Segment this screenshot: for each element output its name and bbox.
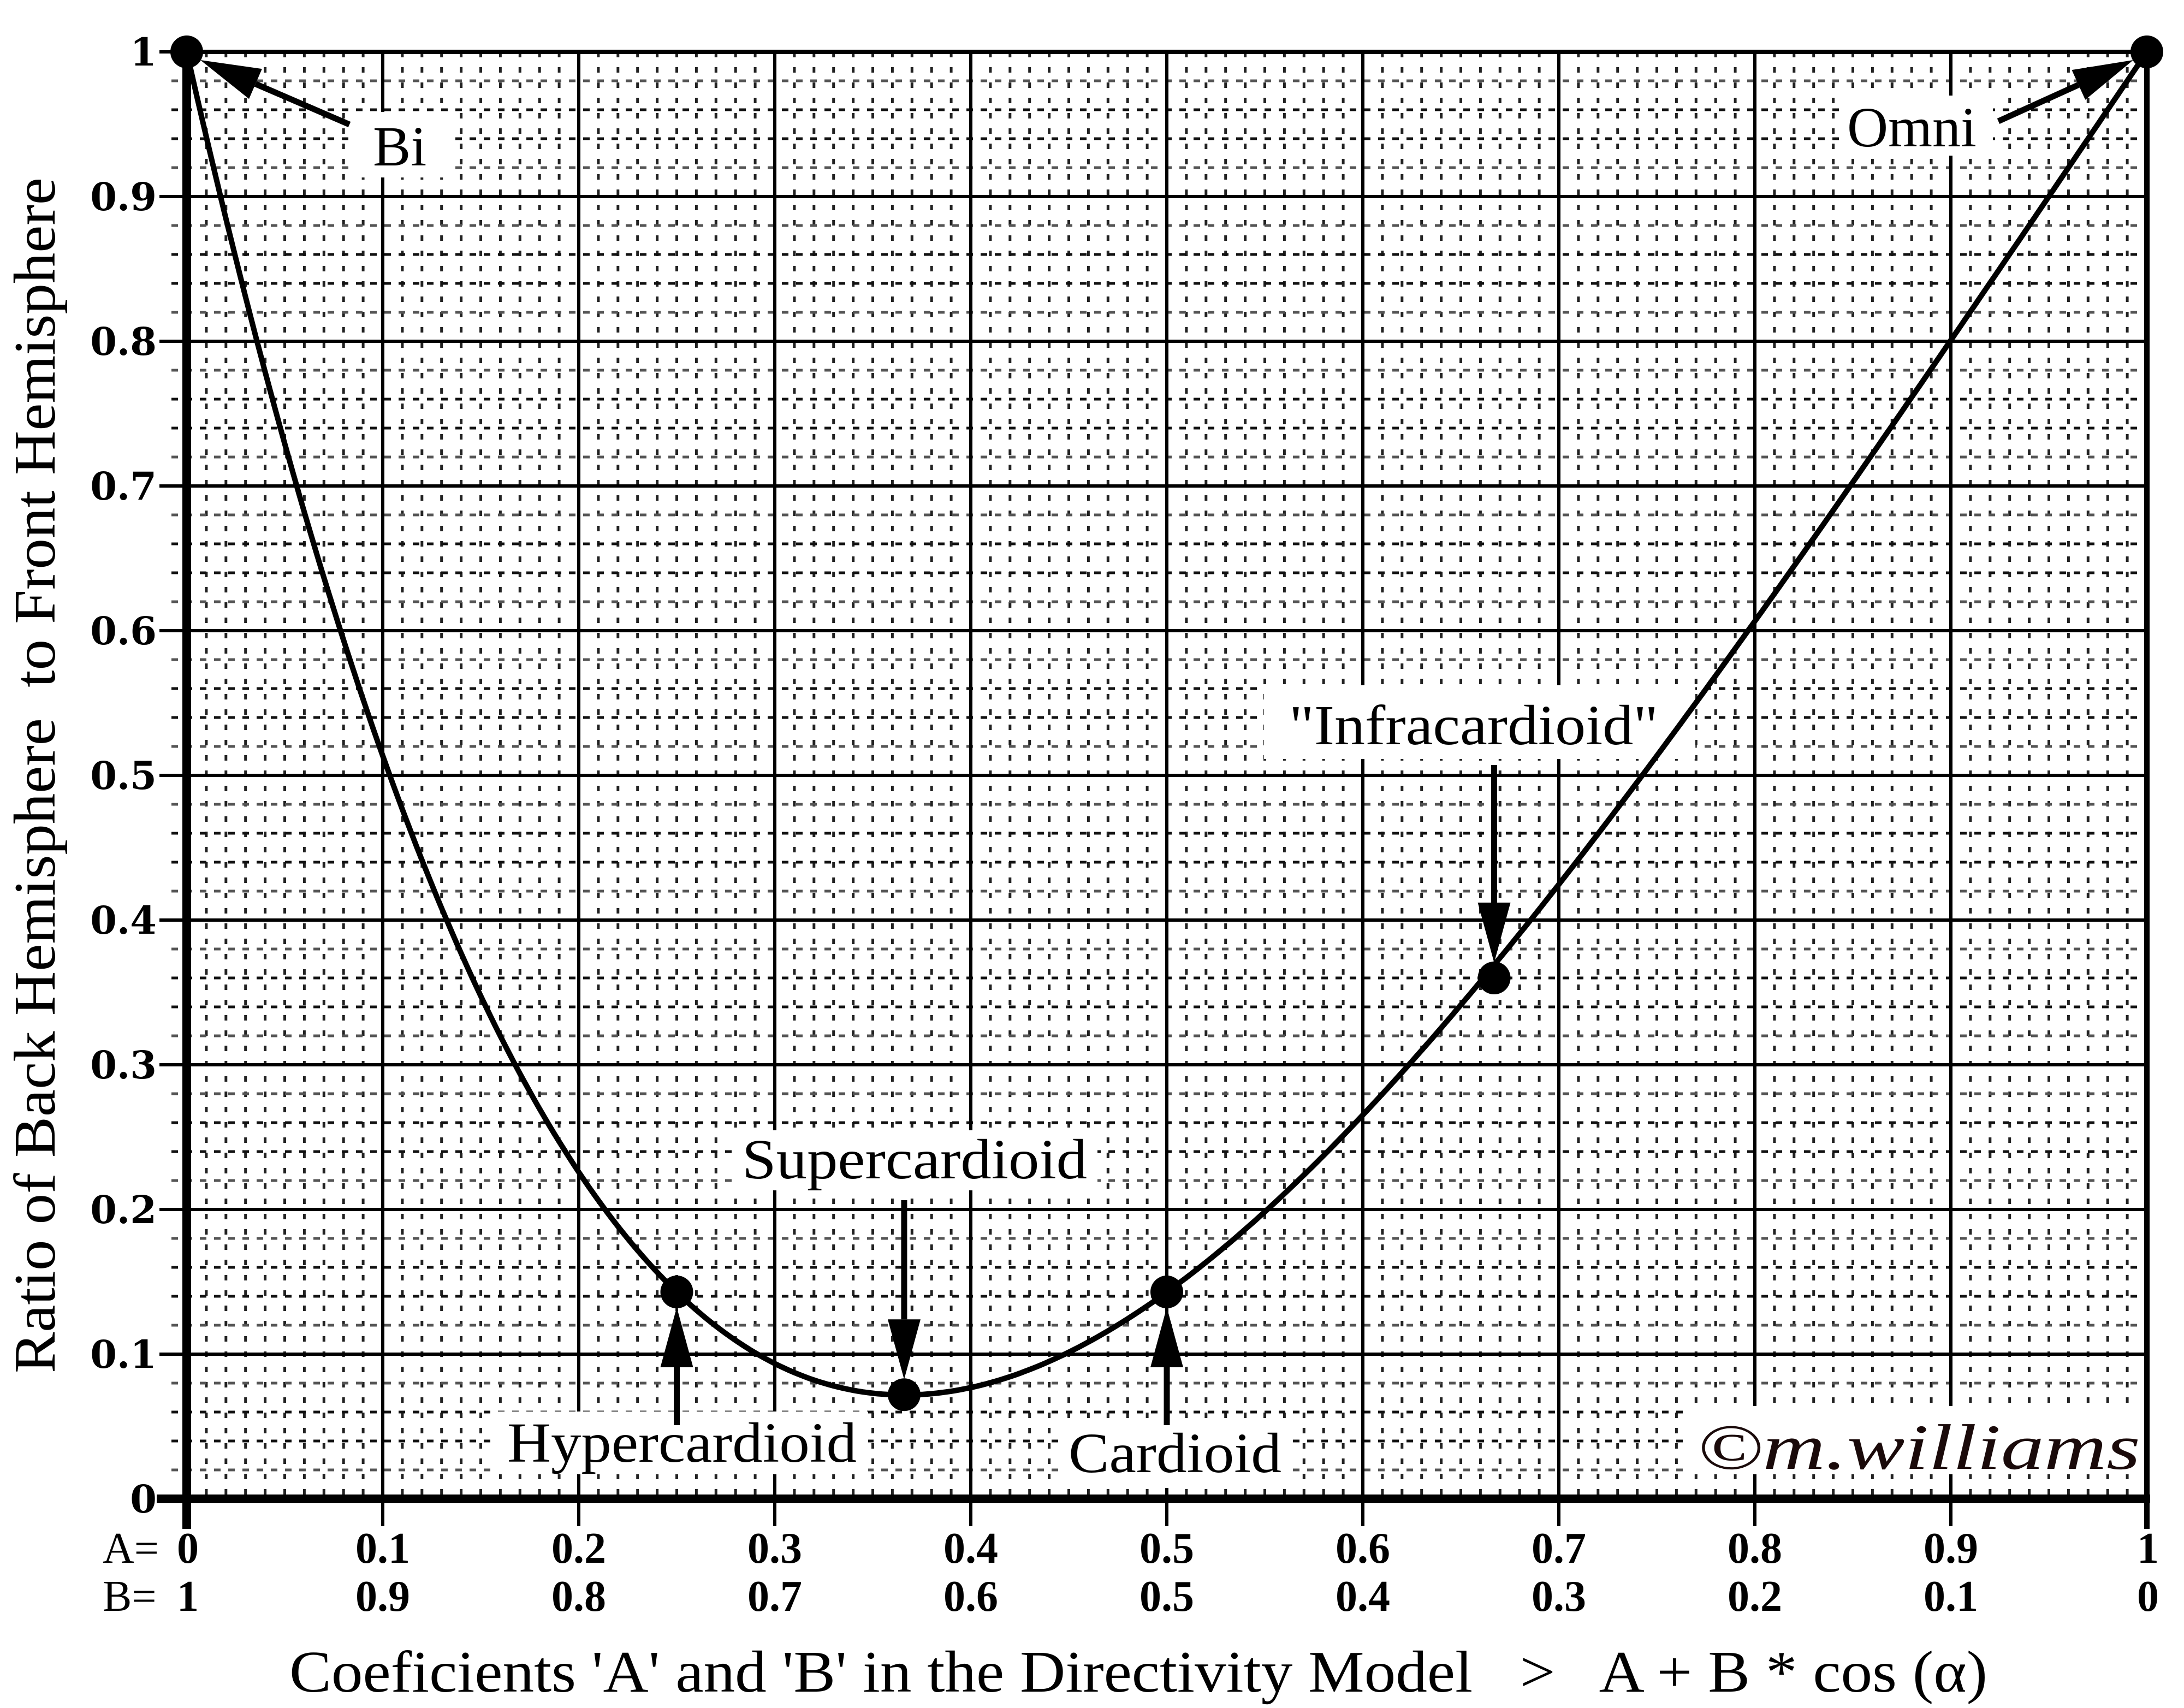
x-tick-label-a: 0.3 <box>747 1525 802 1573</box>
annotation-label-infracardioid: "Infracardioid" <box>1289 694 1658 757</box>
label-box-hypercardioid <box>497 1412 868 1474</box>
arrow-head <box>2072 60 2133 100</box>
y-tick-label: 0.3 <box>90 1042 157 1088</box>
copyright-watermark: ©m.williams <box>1697 1412 2140 1483</box>
y-tick-label: 0.4 <box>90 898 157 943</box>
label-box-omni <box>1840 96 1993 156</box>
x-tick-label-b: 0.8 <box>551 1573 606 1621</box>
y-tick-label: 1 <box>130 29 157 75</box>
x-axis-title: Coeficients 'A' and 'B' in the Directivi… <box>289 1640 1987 1705</box>
arrow-head <box>1477 903 1511 963</box>
x-tick-label-b: 0.7 <box>747 1573 802 1621</box>
annotation-label-omni: Omni <box>1847 96 1977 159</box>
y-tick-label: 0.6 <box>90 608 157 654</box>
annotation-arrows <box>200 60 2133 1425</box>
x-tick-label-a: 0 <box>177 1525 199 1573</box>
annotation-label-hypercardioid: Hypercardioid <box>507 1412 857 1474</box>
y-tick-label: 0.9 <box>90 174 157 220</box>
label-box-supercardioid <box>732 1130 1097 1190</box>
arrow-head <box>887 1319 921 1380</box>
x-tick-label-a: 0.4 <box>943 1525 998 1573</box>
x-tick-label-a: 0.2 <box>551 1525 606 1573</box>
label-box-infracardioid <box>1264 685 1695 759</box>
annotation-point-bi <box>170 35 203 68</box>
x-tick-label-a: 0.5 <box>1140 1525 1194 1573</box>
x-tick-label-a: 0.1 <box>355 1525 410 1573</box>
x-tick-label-a: 0.6 <box>1336 1525 1390 1573</box>
x-tick-label-b: 0.6 <box>943 1573 998 1621</box>
y-tick-label: 0 <box>130 1476 157 1522</box>
y-tick-label: 0.5 <box>90 753 157 798</box>
y-tick-label: 0.1 <box>90 1332 157 1377</box>
arrow-shaft <box>1997 82 2080 124</box>
annotation-points <box>170 35 2163 1412</box>
y-tick-label: 0.7 <box>90 464 157 509</box>
x-tick-label-a: 0.7 <box>1532 1525 1586 1573</box>
x-tick-label-b: 0.2 <box>1728 1573 1782 1621</box>
arrow-bi <box>200 60 351 128</box>
annotation-label-supercardioid: Supercardioid <box>742 1128 1087 1191</box>
arrow-head <box>660 1307 693 1368</box>
y-tick-label: 0.2 <box>90 1187 157 1232</box>
x-tick-label-b: 0.4 <box>1336 1573 1390 1621</box>
annotation-label-cardioid: Cardioid <box>1069 1422 1281 1485</box>
y-axis-title: Ratio of Back Hemisphere to Front Hemisp… <box>3 177 68 1373</box>
annotation-label-bi: Bi <box>373 115 426 178</box>
x-tick-labels: 0 0.1 0.2 0.3 0.4 0.5 0.6 0.7 0.8 0.9 11 0.9 0.8 0.7 0… <box>177 1525 2159 1621</box>
label-box-copyright <box>1684 1406 2149 1474</box>
arrow-head <box>200 60 262 99</box>
arrow-hypercardioid <box>660 1307 693 1425</box>
annotation-point-hypercardioid <box>660 1276 693 1309</box>
annotation-point-omni <box>2130 35 2163 68</box>
arrow-shaft <box>254 81 351 128</box>
x-tick-label-b: 0 <box>2137 1573 2159 1621</box>
arrow-omni <box>1997 60 2133 124</box>
x-tick-label-b: 0.5 <box>1140 1573 1194 1621</box>
x-tick-label-a: 0.9 <box>1924 1525 1978 1573</box>
annotation-point-infracardioid <box>1477 962 1511 994</box>
axes <box>157 49 2150 1529</box>
y-tick-labels: 0 0.1 0.2 0.3 0.4 0.5 0.6 0.7 0.8 0.9 1 <box>90 29 157 1522</box>
x-tick-label-a: 1 <box>2137 1525 2159 1573</box>
x-tick-label-b: 0.9 <box>355 1573 410 1621</box>
x-tick-label-b: 0.3 <box>1532 1573 1586 1621</box>
arrow-supercardioid <box>887 1200 921 1380</box>
label-backgrounds <box>349 96 2149 1488</box>
x-tick-label-b: 1 <box>177 1573 199 1621</box>
y-tick-label: 0.8 <box>90 319 157 364</box>
arrow-head <box>1150 1307 1183 1368</box>
annotation-point-cardioid <box>1150 1276 1183 1309</box>
x-tick-label-b: 0.1 <box>1924 1573 1978 1621</box>
label-box-cardioid <box>1065 1420 1289 1488</box>
label-box-bi <box>349 112 448 177</box>
annotation-point-supercardioid <box>887 1378 921 1412</box>
arrow-cardioid <box>1150 1307 1183 1425</box>
x-tick-label-a: 0.8 <box>1728 1525 1782 1573</box>
x-row-prefix-b: B= <box>103 1573 156 1621</box>
arrow-infracardioid <box>1477 765 1511 963</box>
x-row-prefix-a: A= <box>103 1525 159 1573</box>
